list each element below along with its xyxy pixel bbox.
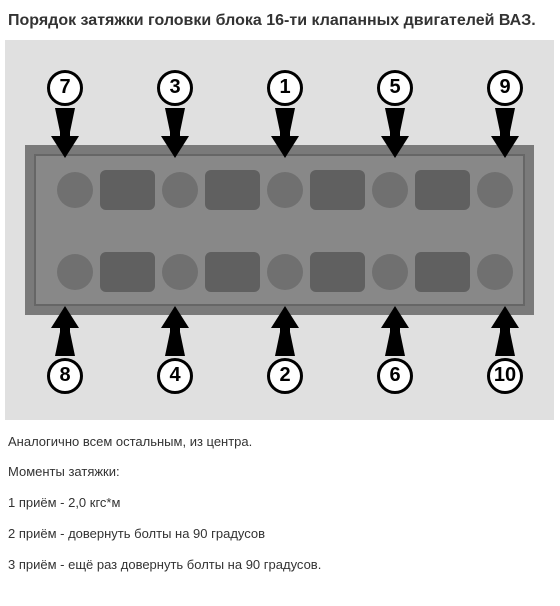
bolt-marker-6: 6 <box>377 308 413 394</box>
bolt-number: 10 <box>487 358 523 394</box>
arrow-down-icon <box>55 108 75 156</box>
page-title: Порядок затяжки головки блока 16-ти клап… <box>0 0 560 40</box>
arrow-down-icon <box>275 108 295 156</box>
note-step-2: 2 приём - довернуть болты на 90 градусов <box>8 526 552 543</box>
arrow-down-icon <box>165 108 185 156</box>
bolt-number: 2 <box>267 358 303 394</box>
bolt-number: 9 <box>487 70 523 106</box>
arrow-down-icon <box>495 108 515 156</box>
note-heading: Моменты затяжки: <box>8 464 552 481</box>
bolt-number: 5 <box>377 70 413 106</box>
bolt-number: 1 <box>267 70 303 106</box>
note-step-3: 3 приём - ещё раз довернуть болты на 90 … <box>8 557 552 574</box>
bolt-marker-10: 10 <box>487 308 523 394</box>
arrow-up-icon <box>495 308 515 356</box>
bolt-marker-1: 1 <box>267 70 303 156</box>
bolt-number: 6 <box>377 358 413 394</box>
bolt-number: 3 <box>157 70 193 106</box>
bolt-number: 8 <box>47 358 83 394</box>
arrow-up-icon <box>55 308 75 356</box>
arrow-up-icon <box>165 308 185 356</box>
bolt-marker-9: 9 <box>487 70 523 156</box>
bolt-marker-5: 5 <box>377 70 413 156</box>
notes-section: Аналогично всем остальным, из центра. Мо… <box>0 420 560 574</box>
bolt-marker-8: 8 <box>47 308 83 394</box>
note-step-1: 1 приём - 2,0 кгс*м <box>8 495 552 512</box>
note-intro: Аналогично всем остальным, из центра. <box>8 434 552 451</box>
bolt-marker-2: 2 <box>267 308 303 394</box>
torque-sequence-diagram: 7 3 1 5 9 8 4 2 6 10 <box>5 40 554 420</box>
bolt-number: 4 <box>157 358 193 394</box>
bolt-marker-7: 7 <box>47 70 83 156</box>
bolt-number: 7 <box>47 70 83 106</box>
arrow-up-icon <box>275 308 295 356</box>
bolt-marker-3: 3 <box>157 70 193 156</box>
arrow-up-icon <box>385 308 405 356</box>
bolt-marker-4: 4 <box>157 308 193 394</box>
arrow-down-icon <box>385 108 405 156</box>
